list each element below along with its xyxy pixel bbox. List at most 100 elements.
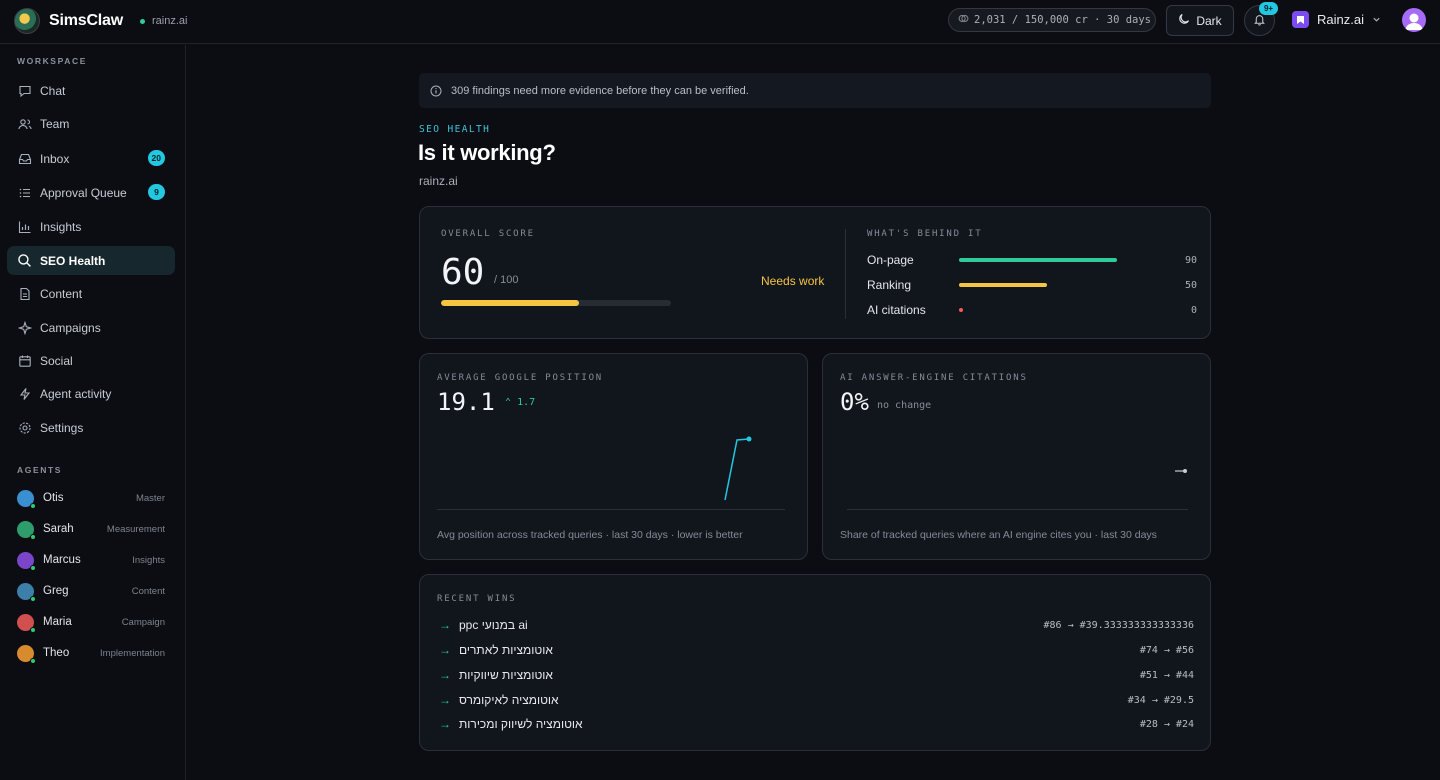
chart-baseline (437, 509, 785, 510)
sidebar-item-seo-health[interactable]: SEO Health (7, 246, 175, 275)
site-domain: rainz.ai (152, 15, 188, 27)
google-position-card: AVERAGE GOOGLE POSITION 19.1 ⌃ 1.7 Avg p… (419, 353, 808, 560)
agent-role: Insights (132, 554, 165, 566)
sidebar-item-social[interactable]: Social (7, 346, 175, 375)
agent-row-maria[interactable]: Maria Campaign (17, 612, 165, 633)
agent-role: Master (135, 492, 165, 504)
overall-score-value: 60 (441, 252, 485, 293)
win-query: ppc במנועי ai (459, 618, 528, 632)
overall-score-max: / 100 (494, 274, 519, 286)
factor-name: AI citations (867, 303, 926, 317)
workspace-icon (1292, 11, 1309, 28)
theme-toggle-button[interactable]: Dark (1166, 5, 1234, 36)
sidebar-item-label: Content (40, 286, 83, 301)
online-indicator (30, 626, 36, 633)
sidebar-item-approval-queue[interactable]: Approval Queue 9 (7, 178, 175, 207)
online-indicator (30, 502, 36, 509)
online-indicator (30, 564, 36, 571)
calendar-icon (17, 353, 32, 368)
search-icon (17, 253, 32, 268)
list-item[interactable]: → אוטומציה לשיווק ומכירות #28 → #24 (439, 715, 1194, 733)
sparkle-icon (17, 320, 32, 335)
win-query: אוטומציה לשיווק ומכירות (459, 717, 583, 731)
win-rank-change: #74 → #56 (1139, 644, 1194, 656)
google-position-value: 19.1 (437, 388, 495, 416)
factor-row-on-page: On-page 90 (867, 251, 1197, 269)
sidebar-item-chat[interactable]: Chat (7, 76, 175, 105)
workspace-switcher[interactable]: Rainz.ai (1292, 11, 1381, 28)
agent-role: Measurement (106, 523, 165, 535)
user-avatar[interactable] (1402, 8, 1426, 32)
avatar (17, 613, 36, 633)
ai-citations-label: AI ANSWER-ENGINE CITATIONS (840, 373, 1028, 383)
sidebar-item-inbox[interactable]: Inbox 20 (7, 144, 175, 173)
overall-score-label: OVERALL SCORE (441, 229, 535, 239)
arrow-right-icon: → (439, 717, 451, 731)
agents-section-label: AGENTS (17, 465, 63, 475)
agent-row-greg[interactable]: Greg Content (17, 581, 165, 602)
agent-name: Maria (43, 616, 72, 628)
inbox-icon (17, 151, 32, 166)
agent-row-theo[interactable]: Theo Implementation (17, 643, 165, 664)
inbox-badge: 20 (147, 150, 165, 166)
list-item[interactable]: → אוטומציות שיווקיות #51 → #44 (439, 666, 1194, 684)
win-rank-change: #86 → #39.333333333333336 (1043, 619, 1194, 631)
agent-role: Campaign (121, 616, 165, 628)
sidebar-item-label: Settings (40, 420, 84, 435)
chart-baseline (847, 509, 1188, 510)
workspace-name: Rainz.ai (1317, 12, 1364, 27)
sidebar-item-agent-activity[interactable]: Agent activity (7, 379, 175, 408)
online-indicator (30, 533, 36, 540)
list-item[interactable]: → אוטומציה לאיקומרס #34 → #29.5 (439, 691, 1194, 709)
theme-label: Dark (1196, 13, 1222, 28)
team-icon (17, 116, 32, 131)
factor-name: On-page (867, 253, 914, 267)
delta-value: 1.7 (517, 397, 536, 408)
citations-sparkline (1175, 469, 1187, 473)
sidebar-item-content[interactable]: Content (7, 279, 175, 308)
top-bar: SimsClaw rainz.ai 2,031 / 150,000 cr · 3… (0, 0, 1440, 44)
agent-role: Implementation (100, 647, 165, 659)
document-icon (17, 286, 32, 301)
status-dot (140, 18, 145, 24)
agent-name: Greg (43, 585, 69, 597)
sidebar-item-label: SEO Health (40, 253, 106, 268)
credits-icon (958, 13, 969, 27)
sidebar-item-campaigns[interactable]: Campaigns (7, 313, 175, 342)
ai-citations-card: AI ANSWER-ENGINE CITATIONS 0% no change … (822, 353, 1211, 560)
brand[interactable]: SimsClaw rainz.ai (14, 8, 187, 34)
sidebar-item-label: Insights (40, 219, 82, 234)
page-subtitle: rainz.ai (419, 174, 458, 188)
google-position-delta: ⌃ 1.7 (505, 397, 535, 408)
avatar (17, 489, 36, 509)
agent-row-otis[interactable]: Otis Master (17, 488, 165, 509)
factor-value: 50 (1184, 279, 1197, 291)
list-item[interactable]: → אוטומציות לאתרים #74 → #56 (439, 641, 1194, 659)
arrow-right-icon: → (439, 618, 451, 632)
agent-name: Sarah (43, 523, 74, 535)
sidebar-item-settings[interactable]: Settings (7, 413, 175, 442)
sparkline-endpoint (746, 436, 752, 442)
google-position-label: AVERAGE GOOGLE POSITION (437, 373, 604, 383)
list-icon (17, 185, 32, 200)
factor-value: 0 (1190, 304, 1197, 316)
workspace-section-label: WORKSPACE (17, 56, 87, 66)
agent-row-sarah[interactable]: Sarah Measurement (17, 519, 165, 540)
bar-chart-icon (17, 219, 32, 234)
sidebar-item-label: Team (40, 116, 70, 131)
factor-row-ai-citations: AI citations 0 (867, 301, 1197, 319)
info-icon (430, 85, 442, 97)
agent-row-marcus[interactable]: Marcus Insights (17, 550, 165, 571)
sidebar-item-team[interactable]: Team (7, 109, 175, 138)
banner-text: 309 findings need more evidence before t… (451, 84, 749, 97)
gear-icon (17, 420, 32, 435)
notifications-badge: 9+ (1259, 2, 1278, 15)
list-item[interactable]: → ppc במנועי ai #86 → #39.33333333333333… (439, 616, 1194, 634)
sidebar-item-insights[interactable]: Insights (7, 212, 175, 241)
overall-score-bar (441, 300, 671, 306)
brand-logo (14, 8, 40, 34)
sidebar-item-label: Social (40, 353, 73, 368)
ai-citations-delta: no change (877, 400, 932, 411)
credits-pill[interactable]: 2,031 / 150,000 cr · 30 days (948, 8, 1156, 32)
agent-name: Marcus (43, 554, 81, 566)
